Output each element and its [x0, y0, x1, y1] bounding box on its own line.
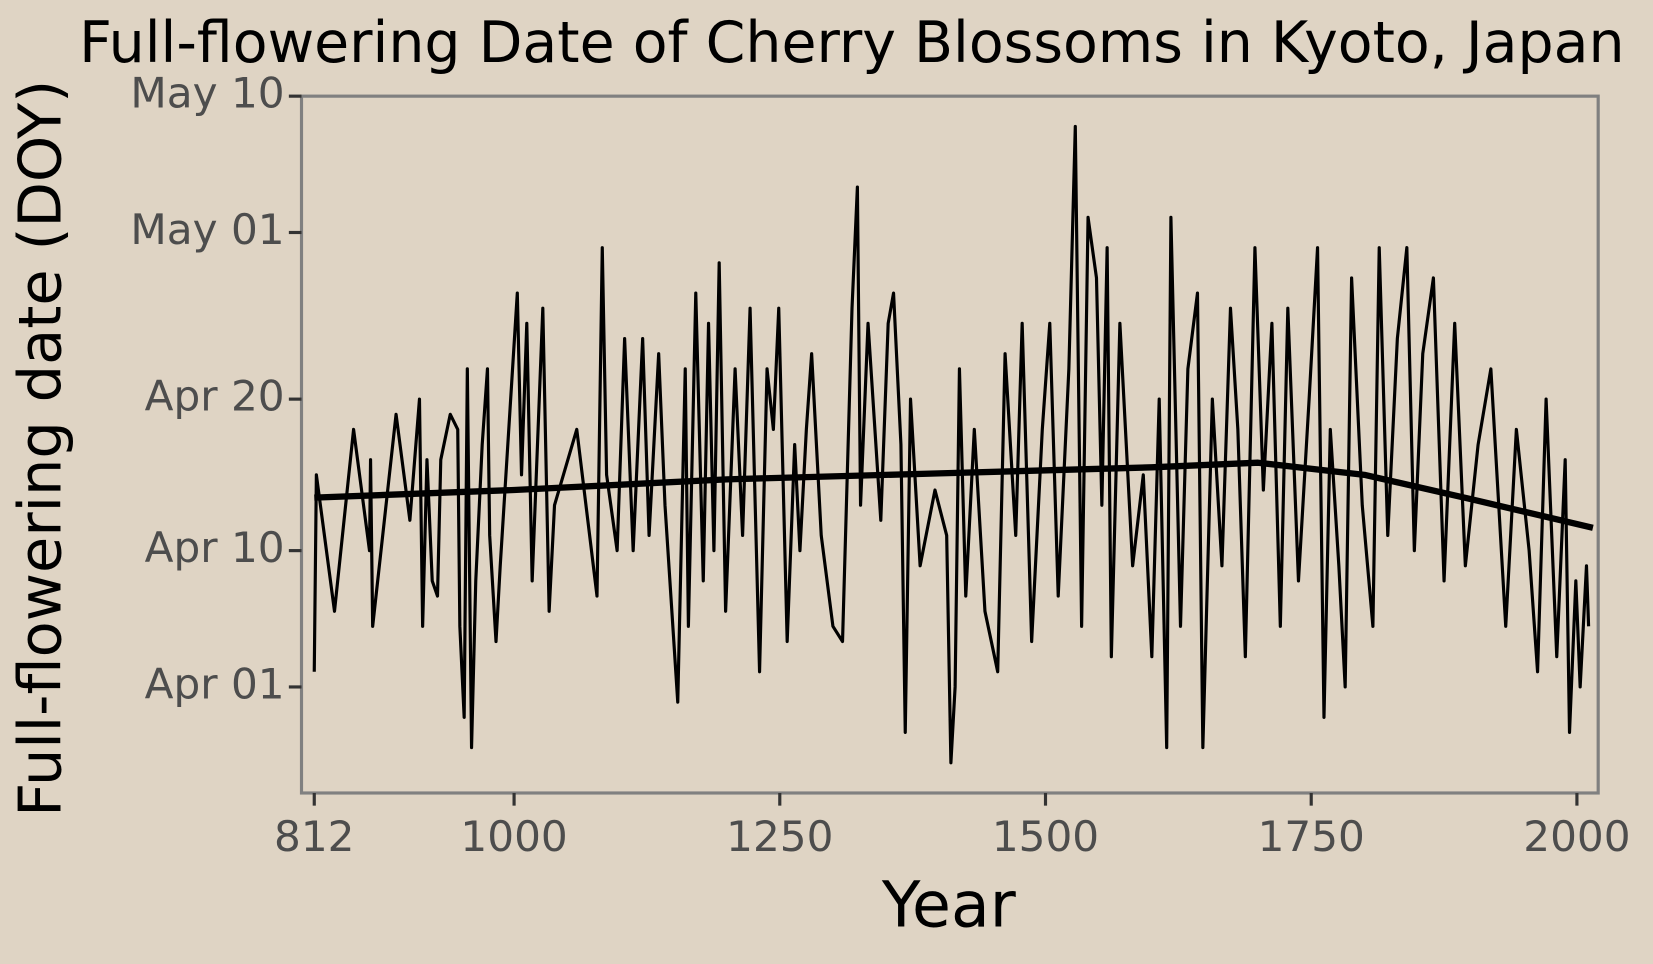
x-tick-label: 1250	[726, 812, 833, 861]
x-tick-label: 1500	[992, 812, 1099, 861]
y-tick-label: Apr 01	[145, 659, 285, 708]
y-tick-label: Apr 20	[145, 372, 285, 421]
plot-area	[312, 124, 1594, 765]
x-tick-label: 1750	[1258, 812, 1365, 861]
chart-title: Full-flowering Date of Cherry Blossoms i…	[79, 10, 1625, 76]
x-axis-label: Year	[881, 868, 1016, 942]
trend-line	[314, 459, 1594, 531]
x-tick-label: 1000	[460, 812, 567, 861]
x-tick-label: 2000	[1523, 812, 1630, 861]
y-tick-label: May 10	[130, 69, 284, 118]
y-tick-label: Apr 10	[145, 523, 285, 572]
plot-frame	[299, 94, 1600, 795]
x-tick-label: 812	[274, 812, 354, 861]
data-line	[312, 124, 1591, 765]
y-axis-label: Full-flowering date (DOY)	[5, 80, 74, 817]
y-tick-label: May 01	[130, 205, 284, 254]
